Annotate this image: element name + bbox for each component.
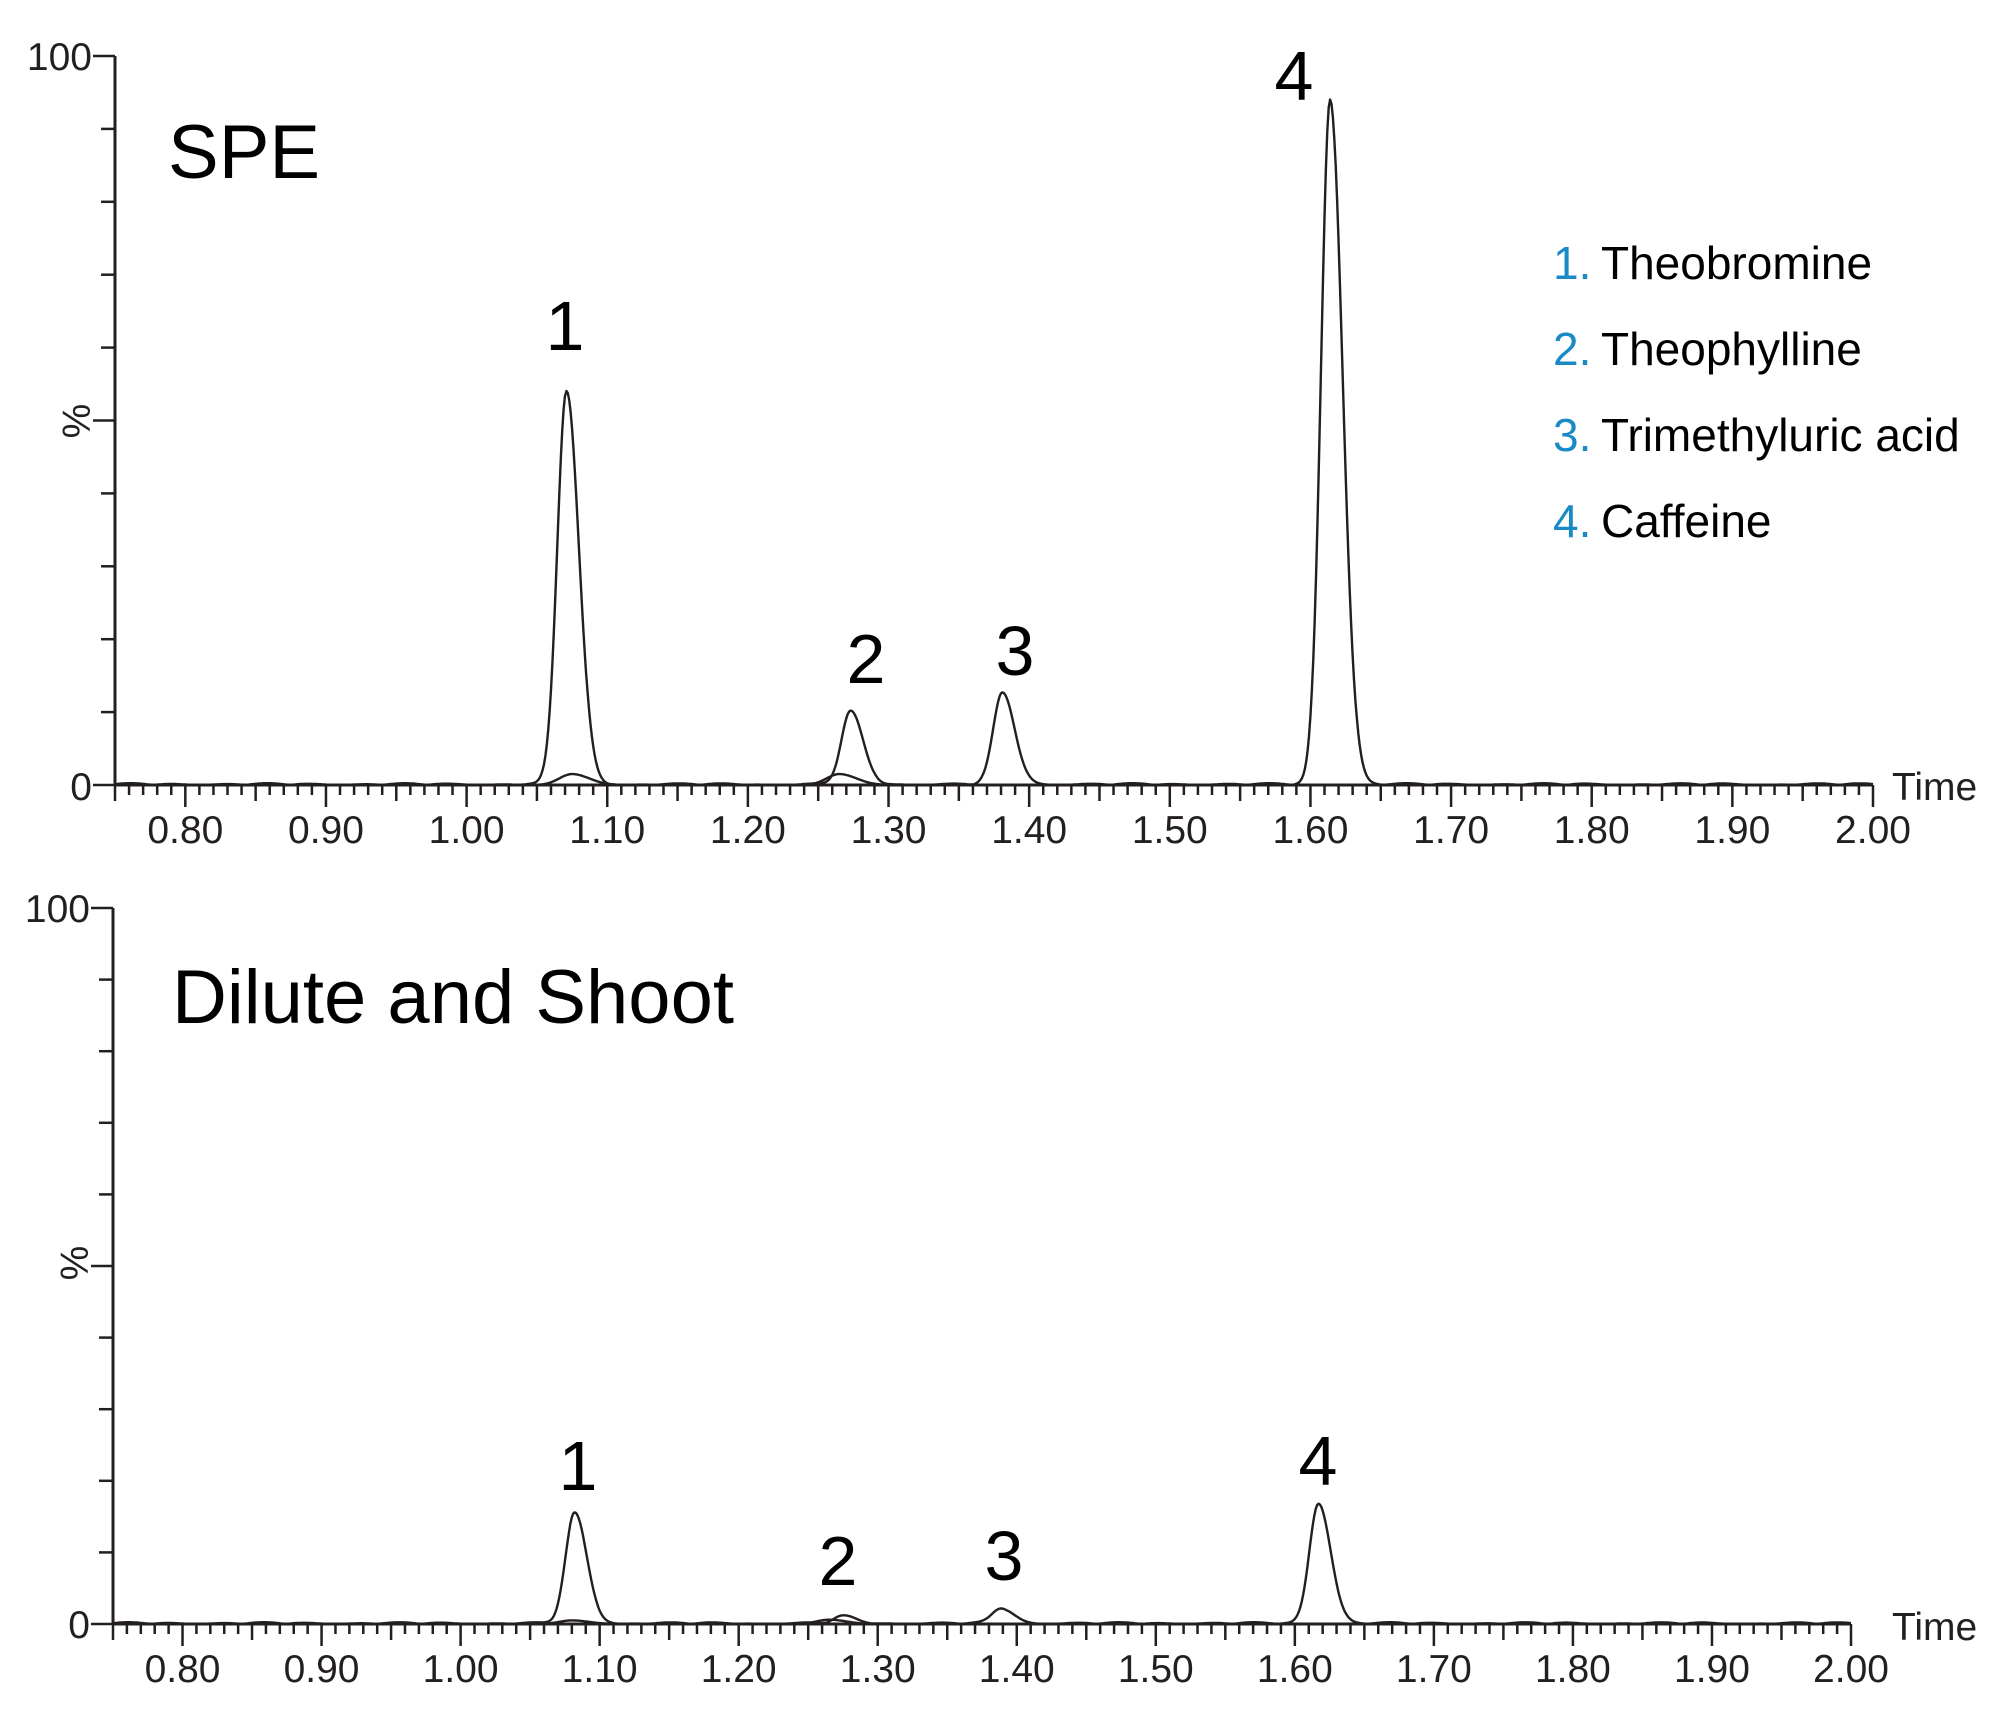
x-tick-label: 1.60 xyxy=(1272,809,1348,852)
peak-label-4: 4 xyxy=(1275,37,1314,115)
x-tick-label: 1.30 xyxy=(840,1648,916,1691)
y-tick-0: 0 xyxy=(68,1604,90,1647)
legend-number: 3. xyxy=(1553,409,1591,461)
x-tick-label: 0.80 xyxy=(145,1648,221,1691)
x-tick-label: 1.00 xyxy=(423,1648,499,1691)
peak-label-1: 1 xyxy=(546,287,585,365)
peak-label-3: 3 xyxy=(996,612,1035,690)
legend-number: 4. xyxy=(1553,495,1591,547)
y-tick-100: 100 xyxy=(27,36,92,79)
x-tick-label: 1.70 xyxy=(1413,809,1489,852)
x-tick-label: 0.90 xyxy=(288,809,364,852)
x-tick-label: 1.00 xyxy=(429,809,505,852)
legend-label: Theobromine xyxy=(1601,237,1872,289)
legend-number: 2. xyxy=(1553,323,1591,375)
main-trace xyxy=(112,1502,1852,1626)
panel-title: SPE xyxy=(168,110,320,195)
peak-label-3: 3 xyxy=(985,1517,1024,1595)
legend-label: Theophylline xyxy=(1601,323,1862,375)
x-tick-label: 0.90 xyxy=(284,1648,360,1691)
x-axis: 0.80 0.90 1.00 1.10 1.20 1.30 1.40 1.50 1.60 1.70… xyxy=(113,766,1977,852)
peak-label-4: 4 xyxy=(1299,1422,1338,1500)
x-tick-label: 1.70 xyxy=(1396,1648,1472,1691)
legend-item-trimethyluric-acid: 3. Trimethyluric acid xyxy=(1553,409,1960,461)
y-tick-100: 100 xyxy=(25,888,90,931)
x-tick-label: 1.20 xyxy=(710,809,786,852)
x-tick-label: 1.40 xyxy=(991,809,1067,852)
peak-label-2: 2 xyxy=(847,620,886,698)
x-tick-label: 1.20 xyxy=(701,1648,777,1691)
x-tick-label: 1.90 xyxy=(1694,809,1770,852)
y-axis: 100 0 % xyxy=(27,36,117,809)
legend-item-caffeine: 4. Caffeine xyxy=(1553,495,1772,547)
x-tick-label: 1.50 xyxy=(1132,809,1208,852)
secondary-trace xyxy=(115,772,1873,787)
x-tick-label: 1.10 xyxy=(569,809,645,852)
y-axis: 100 0 % xyxy=(25,888,115,1647)
secondary-trace xyxy=(113,1618,1851,1626)
x-tick-label: 1.30 xyxy=(851,809,927,852)
x-tick-label: 1.90 xyxy=(1674,1648,1750,1691)
panel-title: Dilute and Shoot xyxy=(172,955,734,1040)
x-tick-label: 1.10 xyxy=(562,1648,638,1691)
legend-item-theophylline: 2. Theophylline xyxy=(1553,323,1862,375)
panel-dilute-and-shoot: 100 0 % 0.80 0.90 1.00 1.10 1.20 1.30 1.40 1.50… xyxy=(25,888,1977,1691)
y-axis-label: % xyxy=(56,404,99,439)
peak-label-2: 2 xyxy=(819,1522,858,1600)
main-trace xyxy=(114,98,1874,787)
x-tick-label: 1.80 xyxy=(1554,809,1630,852)
x-tick-label: 1.80 xyxy=(1535,1648,1611,1691)
legend-item-theobromine: 1. Theobromine xyxy=(1553,237,1872,289)
x-tick-label: 1.40 xyxy=(979,1648,1055,1691)
x-tick-label: 2.00 xyxy=(1835,809,1911,852)
legend-label: Trimethyluric acid xyxy=(1601,409,1960,461)
x-axis-label: Time xyxy=(1892,766,1977,809)
x-tick-label: 1.60 xyxy=(1257,1648,1333,1691)
x-axis: 0.80 0.90 1.00 1.10 1.20 1.30 1.40 1.50 1.60 1.70… xyxy=(111,1606,1977,1691)
peak-label-1: 1 xyxy=(559,1427,598,1505)
y-axis-label: % xyxy=(54,1246,97,1281)
legend-number: 1. xyxy=(1553,237,1591,289)
x-tick-label: 2.00 xyxy=(1813,1648,1889,1691)
y-tick-0: 0 xyxy=(70,766,92,809)
x-axis-label: Time xyxy=(1892,1606,1977,1649)
x-tick-label: 1.50 xyxy=(1118,1648,1194,1691)
x-tick-label: 0.80 xyxy=(147,809,223,852)
legend-label: Caffeine xyxy=(1601,495,1772,547)
legend: 1. Theobromine 2. Theophylline 3. Trimet… xyxy=(1553,237,1960,547)
panel-spe: 100 0 % 0.80 0.90 1.00 1.10 1.20 1.30 1.40 1.50… xyxy=(27,36,1977,852)
